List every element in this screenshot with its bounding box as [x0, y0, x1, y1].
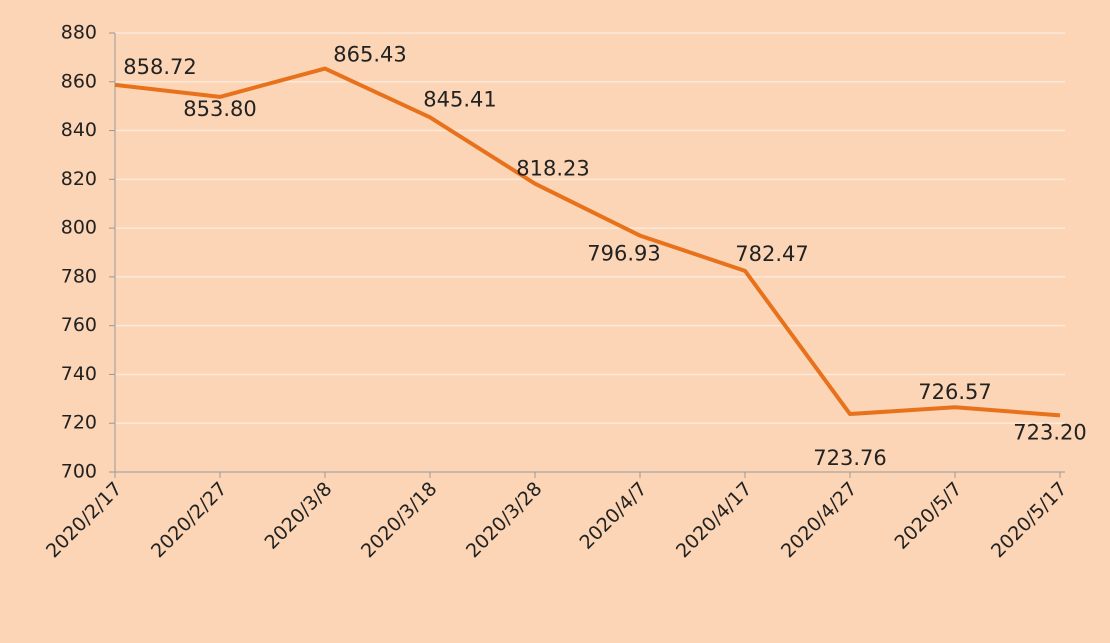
- x-tick-label: 2020/5/7: [891, 478, 967, 554]
- y-tick-label: 820: [61, 168, 97, 190]
- x-tick-label: 2020/3/8: [261, 478, 337, 554]
- x-tick-label: 2020/3/18: [357, 478, 441, 562]
- data-label: 845.41: [423, 87, 496, 111]
- data-label: 865.43: [333, 43, 406, 67]
- x-tick-label: 2020/3/28: [462, 478, 546, 562]
- data-label: 782.47: [735, 242, 808, 266]
- data-label: 818.23: [516, 157, 589, 181]
- y-tick-label: 740: [61, 363, 97, 385]
- y-tick-label: 880: [61, 22, 97, 44]
- data-label: 726.57: [918, 380, 991, 404]
- y-tick-label: 800: [61, 217, 97, 239]
- x-tick-label: 2020/2/17: [42, 478, 126, 562]
- y-tick-label: 760: [61, 314, 97, 336]
- line-series: [114, 66, 1061, 418]
- data-label: 723.76: [813, 446, 886, 470]
- x-tick-label: 2020/4/17: [672, 478, 756, 562]
- x-tick-label: 2020/4/7: [576, 478, 652, 554]
- x-tick-label: 2020/5/17: [987, 478, 1071, 562]
- y-tick-label: 700: [61, 461, 97, 483]
- data-label: 796.93: [587, 242, 660, 266]
- y-tick-label: 720: [61, 412, 97, 434]
- x-tick-label: 2020/2/27: [147, 478, 231, 562]
- x-tick-label: 2020/4/27: [777, 478, 861, 562]
- y-tick-label: 860: [61, 70, 97, 92]
- data-label: 853.80: [183, 97, 256, 121]
- y-tick-label: 840: [61, 119, 97, 141]
- y-tick-label: 780: [61, 265, 97, 287]
- data-label: 723.20: [1013, 420, 1086, 444]
- data-label: 858.72: [123, 55, 196, 79]
